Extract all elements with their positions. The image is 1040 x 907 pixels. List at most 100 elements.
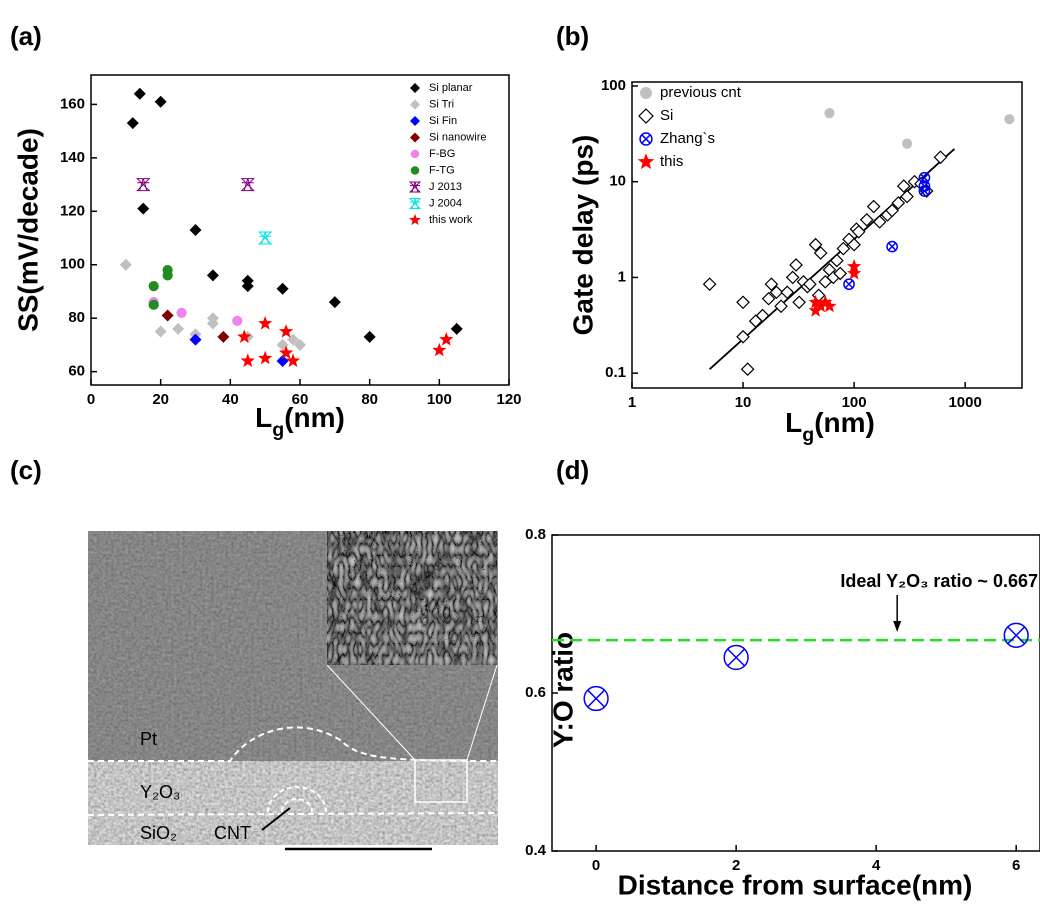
marker [258,316,272,330]
marker [410,133,420,143]
marker [409,214,421,225]
marker [410,100,420,110]
marker [217,331,229,343]
marker [172,323,184,335]
legend-label: Si nanowire [429,131,486,143]
y-axis-label: SS(mV/decade) [12,128,43,332]
marker [584,687,608,711]
y-axis-label: Gate delay (ps) [567,135,598,336]
marker [410,116,420,126]
marker [163,270,173,280]
marker [277,283,289,295]
marker [155,96,167,108]
panel-label: (c) [10,455,42,485]
marker [868,201,880,213]
legend-label: Si Fin [429,115,457,127]
marker [176,308,186,318]
annotation-arrowhead [893,621,901,632]
marker [134,88,146,100]
y-tick-label: 0.4 [525,842,547,859]
x-axis-label: Lg(nm) [785,407,875,446]
marker [149,281,159,291]
marker [704,278,716,290]
marker [640,87,652,99]
y-tick-label: 100 [60,256,85,273]
x-tick-label: 40 [222,391,239,408]
marker [410,182,420,192]
micrograph-label: SiO₂ [140,823,177,843]
marker [162,310,174,322]
micrograph: Pt Y₂O₃ SiO₂ CNT [88,531,498,849]
marker [411,150,420,159]
legend-label: previous cnt [660,84,742,101]
x-tick-label: 80 [361,391,378,408]
y-tick-label: 160 [60,95,85,112]
marker [190,224,202,236]
marker [737,331,749,343]
marker [451,323,463,335]
x-tick-label: 100 [427,391,452,408]
plot-frame [632,82,1022,388]
marker [410,83,420,93]
panel-label: (b) [556,21,589,51]
legend-label: Si Tri [429,98,454,110]
marker [639,109,653,123]
x-tick-label: 0 [87,391,95,408]
micrograph-label: Pt [140,729,157,749]
micrograph-label: CNT [214,823,251,843]
y-tick-label: 10 [609,173,626,190]
marker [364,331,376,343]
marker [127,117,139,129]
panel-label: (d) [556,455,589,485]
marker [241,353,255,367]
marker [432,343,446,357]
y-axis-label: Y:O ratio [547,632,578,748]
marker [902,139,912,149]
marker [410,199,420,209]
legend-label: Si [660,107,673,124]
marker [232,316,242,326]
y-tick-label: 0.8 [525,526,546,543]
marker [137,203,149,215]
figure: (a) (b) (c) (d) Pt Y₂O₃ SiO₂ CNT 0204060… [0,0,1040,907]
marker [724,646,748,670]
x-axis-label: Distance from surface(nm) [618,869,973,900]
annotation: Ideal Y₂O₃ ratio ~ 0.667 [840,571,1038,591]
marker [844,279,854,289]
marker [640,133,652,145]
marker [790,259,802,271]
legend-label: J 2013 [429,181,462,193]
marker [1004,623,1028,647]
legend-label: Si planar [429,82,473,94]
marker [887,241,897,251]
micrograph-label: Y₂O₃ [140,782,180,802]
x-axis-label: Lg(nm) [255,402,345,441]
legend-label: this [660,153,683,170]
marker [793,296,805,308]
marker [149,300,159,310]
marker [259,232,271,244]
marker [242,179,254,191]
x-tick-label: 1 [628,394,636,411]
marker [439,332,453,346]
x-tick-label: 6 [1012,857,1020,874]
marker [824,108,834,118]
x-tick-label: 120 [496,391,521,408]
inset [327,531,497,665]
y-tick-label: 0.6 [525,684,546,701]
y-tick-label: 100 [601,77,626,94]
x-tick-label: 1000 [948,394,981,411]
legend-label: this work [429,214,473,226]
marker [207,269,219,281]
marker [831,255,843,267]
marker [411,166,420,175]
marker [737,296,749,308]
x-tick-label: 0 [592,857,600,874]
page: (a) (b) (c) (d) Pt Y₂O₃ SiO₂ CNT 0204060… [0,0,1040,907]
marker [935,151,947,163]
marker [329,296,341,308]
marker [742,363,754,375]
marker [258,351,272,365]
y-tick-label: 80 [68,309,85,326]
y-tick-label: 60 [68,363,85,380]
